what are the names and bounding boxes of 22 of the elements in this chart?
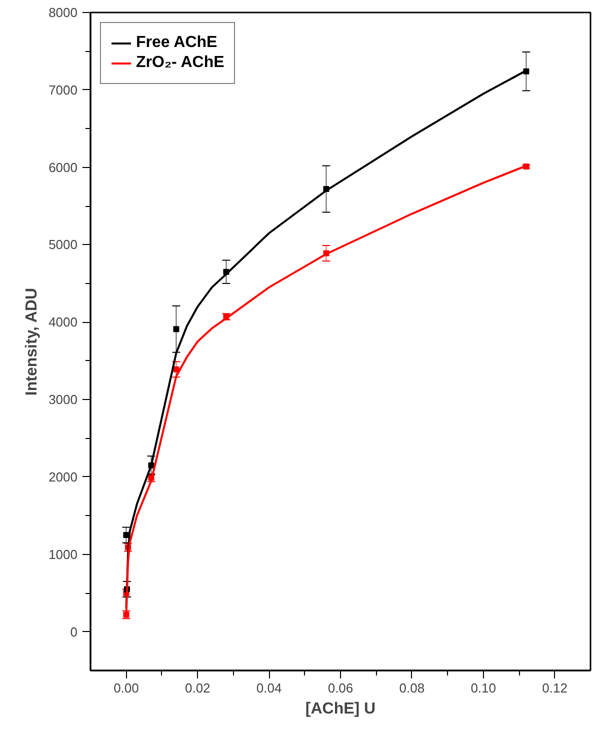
legend-label: Free AChE	[136, 34, 218, 52]
x-tick-label: 0.02	[184, 680, 210, 696]
y-tick-label: 2000	[48, 469, 78, 484]
x-axis-title: [AChE] U	[305, 700, 376, 718]
x-tick-label: 0.04	[256, 680, 282, 696]
y-tick-label: 0	[70, 624, 78, 640]
y-tick-label: 1000	[48, 546, 78, 562]
legend-label: ZrO₂- AChE	[136, 54, 224, 72]
y-tick-label: 3000	[48, 392, 78, 408]
x-tick-label: 0.06	[328, 680, 354, 696]
x-tick-label: 0.00	[114, 680, 139, 696]
y-tick-label: 6000	[48, 160, 78, 175]
y-tick-label: 8000	[48, 5, 78, 20]
point	[173, 326, 180, 332]
y-tick-label: 4000	[48, 314, 78, 330]
point	[123, 532, 130, 538]
x-tick-label: 0.12	[542, 680, 568, 696]
y-axis-title: Intensity, ADU	[24, 288, 41, 396]
y-tick-label: 5000	[48, 237, 78, 252]
x-tick-label: 0.08	[399, 680, 425, 696]
y-tick-label: 7000	[48, 82, 78, 98]
x-tick-label: 0.10	[470, 680, 496, 696]
